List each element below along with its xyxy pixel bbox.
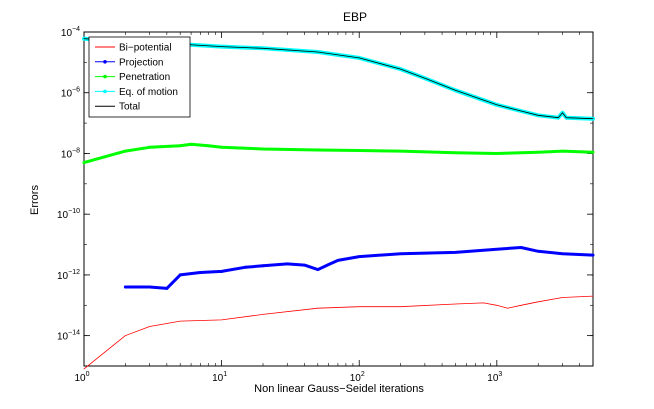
series-line-0 [83, 295, 594, 370]
data-point [123, 149, 127, 153]
series-line-1 [123, 246, 595, 290]
x-tick-label: 101 [212, 371, 227, 384]
data-point [220, 145, 224, 149]
legend-label: Eq. of motion [119, 87, 178, 98]
data-point [189, 142, 193, 146]
y-tick-label: 10−14 [57, 330, 80, 343]
y-tick-label: 10−8 [61, 147, 80, 160]
x-tick-label: 102 [350, 371, 365, 384]
legend-marker [103, 89, 107, 94]
data-point [178, 273, 182, 277]
chart-title: EBP [343, 10, 367, 24]
data-point [123, 285, 127, 289]
x-axis-title: Non linear Gauss−Seidel iterations [254, 383, 424, 395]
y-tick-label: 10−12 [57, 269, 80, 282]
data-point [261, 264, 265, 268]
data-point [148, 145, 152, 149]
legend-label: Bi−potential [119, 43, 172, 54]
data-point [244, 265, 248, 269]
data-point [178, 144, 182, 148]
series-line-4 [83, 38, 594, 120]
y-tick-label: 10−6 [61, 87, 80, 100]
x-tick-label: 100 [74, 371, 89, 384]
data-point [82, 161, 86, 165]
data-point [206, 144, 210, 148]
y-tick-label: 10−4 [61, 26, 80, 39]
data-point [165, 286, 169, 290]
data-point [261, 147, 265, 151]
tick-labels: 100 101 102 103 10−14 10−12 10−10 10−8 10−6 10−4 [57, 26, 502, 384]
legend: Bi−potential Projection Penetration Eq. of … [88, 36, 191, 118]
legend-label: Total [119, 102, 140, 113]
legend-label: Projection [119, 57, 163, 68]
data-point [220, 269, 224, 273]
legend-marker [103, 74, 107, 79]
legend-label: Penetration [119, 72, 170, 83]
data-point [198, 271, 202, 275]
y-tick-label: 10−10 [57, 208, 80, 221]
data-point [148, 285, 152, 289]
x-tick-label: 103 [487, 371, 502, 384]
y-axis-title: Errors [29, 185, 41, 215]
legend-marker [103, 60, 107, 64]
series-line-2 [82, 142, 595, 165]
